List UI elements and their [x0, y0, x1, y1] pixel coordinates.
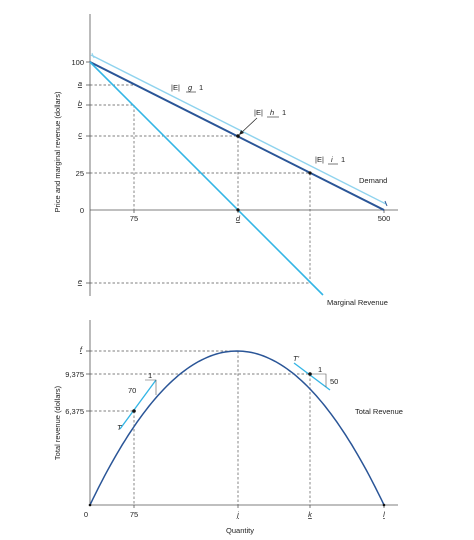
elasticity-g-prefix: |E| [171, 83, 180, 92]
label-t: T [117, 423, 123, 432]
bottom-y-axis-title: Total revenue (dollars) [53, 385, 62, 460]
top-y-tick-e: e [78, 277, 82, 286]
demand-series-label: Demand [359, 176, 387, 185]
top-x-tick-75: 75 [130, 214, 138, 223]
bottom-x-tick-l: l [383, 510, 385, 519]
bottom-y-tick-6375: 6,375 [65, 407, 84, 416]
bottom-x-axis-title: Quantity [226, 526, 254, 535]
elasticity-h-arrow [239, 117, 258, 135]
slope-triangle-t [145, 379, 157, 395]
mr-series-label: Marginal Revenue [327, 298, 388, 307]
elasticity-label-g: |E| g 1 [171, 83, 203, 93]
top-x-tick-d: d [236, 214, 241, 223]
bottom-guides [90, 350, 311, 505]
elasticity-i-letter: i [331, 155, 333, 164]
run-label-t-prime: 1 [318, 365, 322, 374]
demand-point-h [236, 134, 240, 138]
top-y-axis-title: Price and marginal revenue (dollars) [53, 91, 62, 212]
demand-point-i [308, 171, 312, 175]
bottom-y-tick-9375: 9,375 [65, 370, 84, 379]
top-y-tick-0: 0 [80, 206, 84, 215]
run-label-t: 1 [148, 371, 152, 380]
slope-triangle-t-prime [310, 373, 327, 387]
elasticity-g-suffix: 1 [199, 83, 203, 92]
top-y-tick-c: c [78, 130, 82, 139]
tr-end-point [382, 503, 386, 507]
elasticity-label-h: |E| h 1 [239, 108, 286, 135]
bottom-x-tick-j: j [236, 510, 239, 519]
offset-line-start-tick [91, 52, 95, 59]
total-revenue-curve [89, 350, 385, 506]
label-t-prime: T' [293, 354, 300, 363]
bottom-x-tick-k: k [308, 510, 313, 519]
top-y-tick-100: 100 [71, 58, 84, 67]
elasticity-h-prefix: |E| [254, 108, 263, 117]
elasticity-i-suffix: 1 [341, 155, 345, 164]
rise-label-t-prime: 50 [330, 377, 338, 386]
demand-offset-line [90, 54, 387, 205]
elasticity-g-letter: g [188, 83, 193, 92]
top-y-tick-25: 25 [76, 169, 84, 178]
top-y-tickmarks [86, 61, 385, 284]
mr-zero-point [236, 208, 240, 212]
bottom-panel: Total revenue (dollars) Quantity f 9,375… [53, 320, 403, 535]
point-t-prime [308, 372, 312, 376]
rise-label-t: 70 [128, 386, 136, 395]
tangent-line-t [119, 379, 157, 430]
marginal-revenue-line [89, 61, 324, 296]
elasticity-h-letter: h [270, 108, 274, 117]
top-x-tick-500: 500 [378, 214, 391, 223]
elasticity-label-i: |E| i 1 [315, 155, 345, 165]
bottom-x-tick-75: 75 [130, 510, 138, 519]
tangent-line-t-prime [293, 362, 331, 391]
bottom-x-tick-0: 0 [84, 510, 88, 519]
total-revenue-series-label: Total Revenue [355, 407, 403, 416]
point-t [132, 409, 136, 413]
elasticity-i-prefix: |E| [315, 155, 324, 164]
elasticity-h-suffix: 1 [282, 108, 286, 117]
bottom-y-tickmarks [86, 350, 385, 508]
top-panel: Price and marginal revenue (dollars) 1 0 [53, 14, 398, 307]
top-guides [90, 84, 311, 284]
top-y-tick-b: b [78, 99, 82, 108]
top-y-tick-a: a [78, 79, 82, 88]
offset-line-end-tick [384, 200, 388, 207]
tr-start-point [88, 503, 92, 507]
bottom-y-tick-f: f [80, 345, 83, 354]
elasticity-h-arrowhead [239, 130, 244, 135]
